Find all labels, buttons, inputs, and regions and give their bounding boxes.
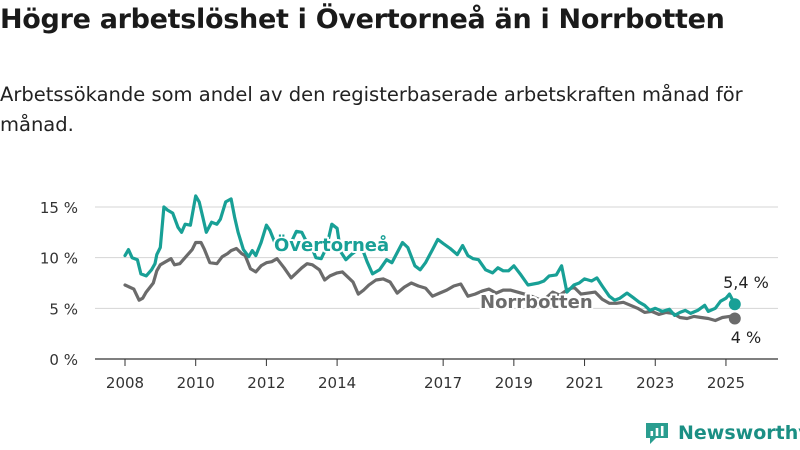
x-tick-label: 2014	[318, 374, 356, 392]
y-tick-label: 0 %	[49, 351, 78, 369]
series-line-norrbotten	[123, 240, 737, 323]
x-tick-label: 2025	[707, 374, 745, 392]
x-axis: 2008 2010 2012 2014 2017 2019 2021 2023 2025	[106, 359, 745, 392]
grid-lines	[95, 206, 778, 360]
x-tick-label: 2021	[565, 374, 603, 392]
series-label-norrbotten: Norrbotten	[480, 292, 593, 313]
y-tick-label: 10 %	[40, 250, 78, 268]
x-tick-label: 2019	[495, 374, 533, 392]
x-tick-label: 2010	[177, 374, 215, 392]
x-tick-label: 2008	[106, 374, 144, 392]
x-tick-label: 2012	[247, 374, 285, 392]
series-labels: Övertorneå Norrbotten 5,4 % 4 %	[272, 232, 770, 349]
chart-subtitle: Arbetssökande som andel av den registerb…	[0, 83, 743, 136]
end-label-norrbotten: 4 %	[731, 328, 761, 347]
y-axis: 0 % 5 % 10 % 15 %	[40, 199, 78, 369]
brand-name: Newsworthy	[678, 422, 800, 444]
brand-logo: Newsworthy	[644, 418, 800, 448]
series-label-overtornea: Övertorneå	[274, 234, 389, 256]
end-point-norrbotten	[728, 312, 741, 325]
bar-chart-logo-icon	[646, 423, 668, 444]
x-tick-label: 2023	[636, 374, 674, 392]
x-tick-label: 2017	[424, 374, 462, 392]
series-lines	[123, 194, 741, 325]
end-point-overtornea	[728, 298, 741, 311]
series-line-overtornea	[123, 194, 737, 317]
end-label-overtornea: 5,4 %	[723, 273, 769, 292]
chart-title: Högre arbetslöshet i Övertorneå än i Nor…	[0, 4, 725, 35]
y-tick-label: 15 %	[40, 199, 78, 217]
y-tick-label: 5 %	[49, 300, 78, 318]
